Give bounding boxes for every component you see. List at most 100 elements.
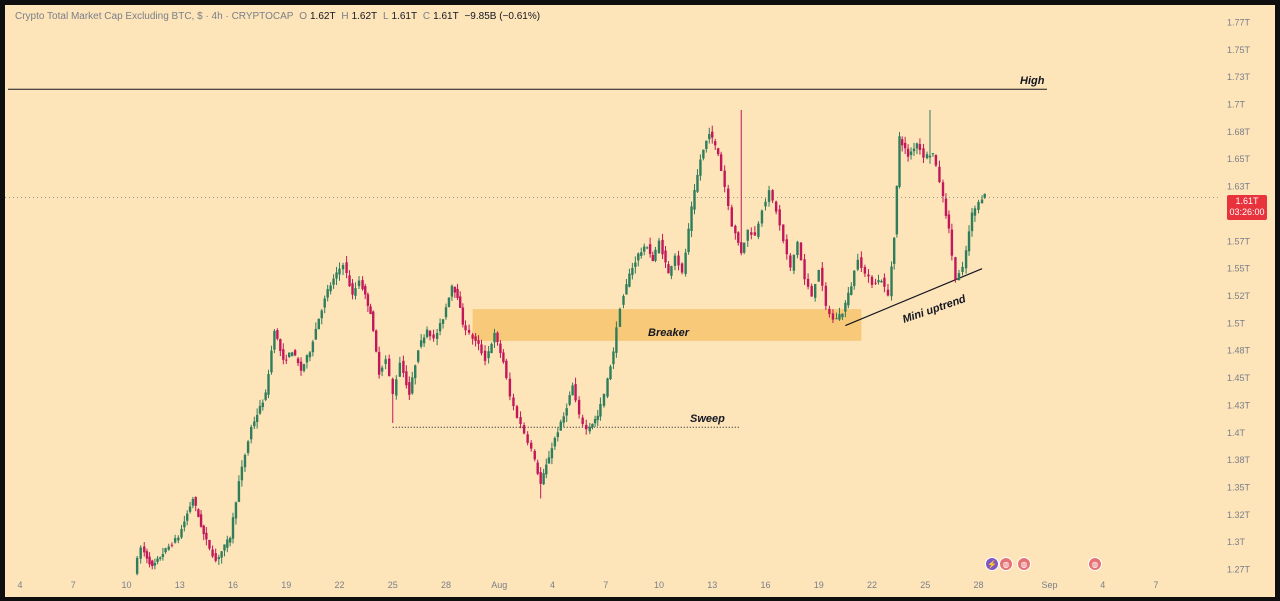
candle-body — [441, 319, 445, 324]
candle-body — [593, 419, 597, 424]
candle-body — [377, 351, 381, 375]
x-tick-label: 7 — [1153, 580, 1158, 590]
candle-body — [177, 537, 180, 541]
candle-body — [299, 361, 303, 371]
candle-body — [806, 278, 810, 287]
candle-body — [612, 351, 615, 365]
candle-body — [345, 262, 348, 274]
candle-body — [651, 254, 654, 262]
symbol-header[interactable]: Crypto Total Market Cap Excluding BTC, $… — [15, 11, 543, 22]
candle-body — [243, 454, 247, 468]
y-tick-label: 1.43T — [1227, 400, 1251, 410]
candle-body — [918, 144, 922, 150]
candle-body — [696, 175, 699, 192]
candle-body — [631, 267, 634, 276]
candle-body — [477, 340, 480, 344]
candle-body — [562, 416, 565, 423]
candle-body — [950, 229, 954, 256]
candle-body — [591, 423, 594, 427]
candle-body — [249, 427, 253, 440]
candle-body — [499, 343, 502, 354]
candle-body — [258, 405, 262, 414]
candle-body — [419, 340, 423, 347]
us-flag-icon[interactable]: ◍ — [1088, 557, 1102, 571]
x-tick-label: Sep — [1041, 580, 1057, 590]
candle-body — [789, 255, 792, 268]
candle-body — [240, 466, 244, 481]
candle-body — [640, 252, 643, 256]
candle-body — [814, 284, 817, 298]
candle-body — [199, 514, 203, 527]
candle-body — [618, 308, 622, 327]
candle-body — [909, 151, 913, 155]
candle-body — [831, 313, 835, 320]
candle-body — [577, 399, 581, 415]
candle-body — [519, 417, 522, 424]
candle-body — [870, 276, 874, 285]
candle-body — [264, 392, 267, 400]
y-tick-label: 1.45T — [1227, 373, 1251, 383]
candle-body — [796, 241, 799, 256]
candle-body — [785, 239, 788, 255]
candle-body — [693, 190, 696, 210]
candle-body — [512, 397, 515, 407]
x-axis[interactable]: 4 7 10 13 16 19 22 25 28 Aug 4 7 10 13 16 19 22 25 28 Sep 4 7 — [17, 580, 1158, 590]
candle-body — [677, 255, 680, 266]
y-tick-label: 1.52T — [1227, 291, 1251, 301]
candle-body — [270, 350, 273, 373]
candle-body — [536, 462, 539, 474]
candle-body — [156, 558, 159, 562]
candle-body — [880, 281, 883, 283]
candle-body — [234, 502, 238, 519]
candle-body — [973, 208, 977, 216]
candle-body — [202, 525, 205, 535]
candle-body — [606, 378, 609, 397]
candle-body — [750, 232, 753, 235]
candle-body — [450, 285, 454, 297]
price-chart[interactable]: 1.77T1.75T1.73T1.7T1.68T1.65T1.63T1.6T1.… — [5, 5, 1275, 597]
candle-body — [474, 336, 477, 341]
candle-body — [374, 330, 378, 352]
last-price-value: 1.61T — [1235, 196, 1259, 206]
candle-body — [456, 288, 459, 298]
candle-body — [699, 159, 702, 176]
y-tick-label: 1.68T — [1227, 127, 1251, 137]
y-tick-label: 1.48T — [1227, 346, 1251, 356]
candle-body — [637, 253, 640, 261]
lightning-icon[interactable]: ⚡ — [985, 557, 999, 571]
chart-frame[interactable]: 1.77T1.75T1.73T1.7T1.68T1.65T1.63T1.6T1.… — [5, 5, 1275, 597]
candle-body — [734, 225, 737, 234]
breaker-zone-layer — [472, 309, 862, 341]
candle-body — [900, 139, 904, 146]
candle-body — [159, 557, 162, 559]
y-tick-label: 1.55T — [1227, 264, 1251, 274]
x-tick-label: 4 — [17, 580, 22, 590]
candle-body — [892, 237, 896, 264]
last-price-tag: 1.61T 03:26:00 — [1227, 195, 1267, 220]
y-axis[interactable]: 1.77T1.75T1.73T1.7T1.68T1.65T1.63T1.6T1.… — [1227, 17, 1251, 574]
candle-body — [588, 427, 591, 432]
candle-body — [670, 266, 673, 276]
candle-body — [530, 442, 533, 449]
y-tick-label: 1.73T — [1227, 72, 1251, 82]
candle-body — [883, 277, 886, 287]
us-flag-icon[interactable]: ◍ — [999, 557, 1013, 571]
candle-body — [684, 252, 687, 274]
candle-body — [771, 190, 774, 201]
symbol-title[interactable]: Crypto Total Market Cap Excluding BTC, $… — [15, 11, 294, 22]
candle-body — [273, 330, 276, 350]
ohlc-high: H 1.62T — [341, 11, 378, 22]
us-flag-icon[interactable]: ◍ — [1017, 557, 1031, 571]
candle-body — [411, 377, 414, 394]
candle-body — [792, 254, 796, 271]
x-tick-label: 4 — [550, 580, 555, 590]
candle-body — [183, 521, 186, 528]
candle-body — [915, 143, 919, 149]
candle-body — [565, 408, 568, 416]
candle-body — [290, 352, 294, 357]
candle-body — [279, 339, 282, 352]
candle-body — [151, 560, 154, 566]
candle-body — [139, 547, 142, 559]
candle-body — [186, 513, 189, 521]
x-tick-label: 16 — [228, 580, 238, 590]
